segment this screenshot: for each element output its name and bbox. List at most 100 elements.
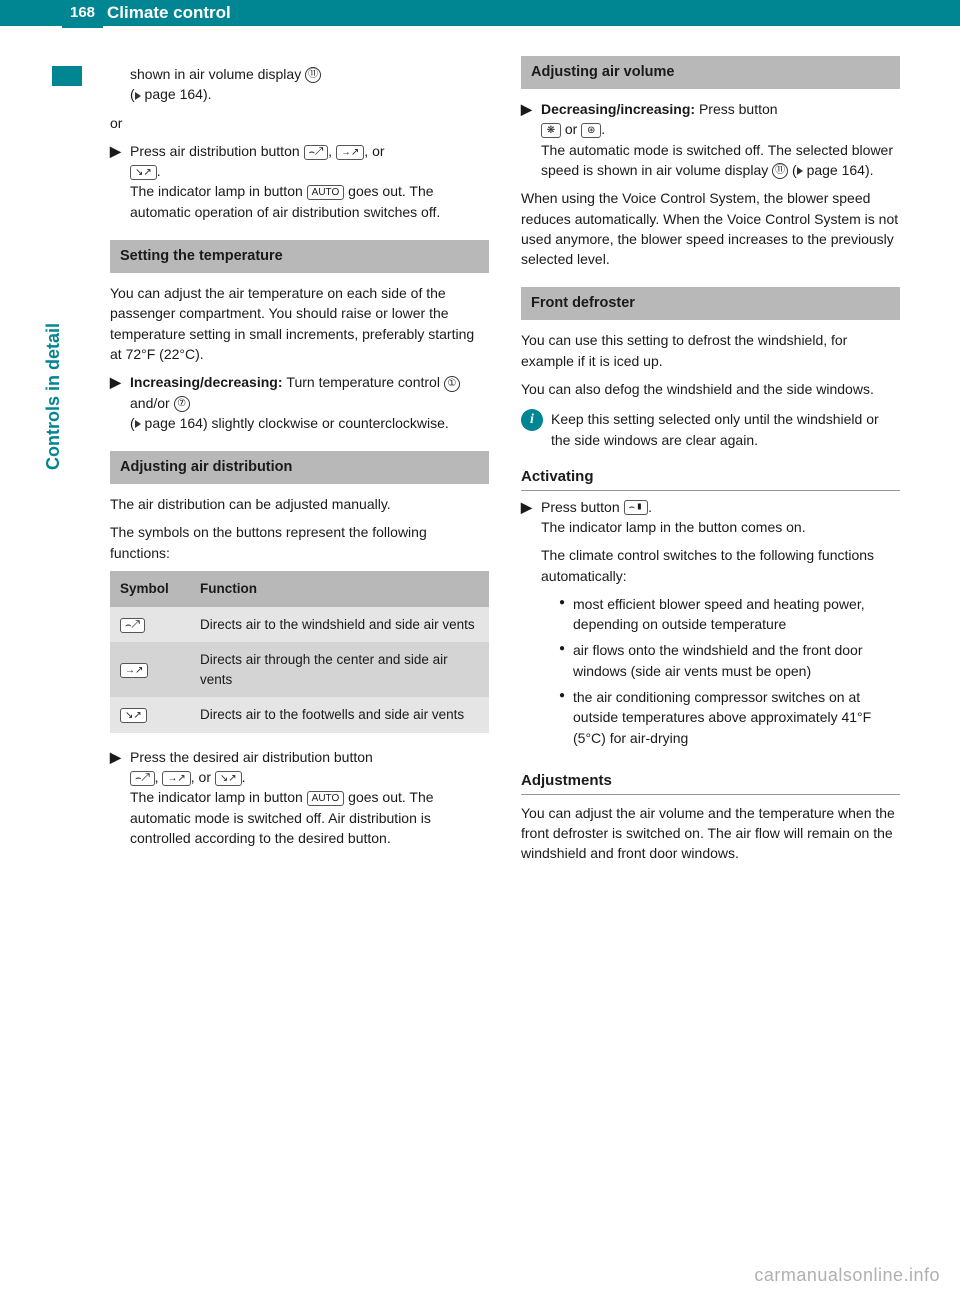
- text: The indicator lamp in button: [130, 789, 307, 805]
- text: ,: [155, 769, 163, 785]
- table-row: →↗ Directs air through the center and si…: [110, 642, 489, 697]
- text: page 164) slightly clockwise or counterc…: [141, 415, 449, 431]
- continuation-text: shown in air volume display ⑪ ( page 164…: [130, 64, 489, 105]
- bullet-icon: ●: [559, 687, 573, 748]
- adjustments-paragraph: You can adjust the air volume and the te…: [521, 803, 900, 864]
- cell-symbol: →↗: [110, 642, 190, 697]
- watermark: carmanualsonline.info: [754, 1262, 940, 1288]
- step-marker-icon: ▶: [521, 99, 541, 180]
- subheading-activating: Activating: [521, 466, 900, 491]
- step-marker-icon: ▶: [110, 372, 130, 433]
- step-body: Press button ⌢▮. The indicator lamp in t…: [541, 497, 900, 754]
- col-symbol: Symbol: [110, 571, 190, 607]
- step-activate: ▶ Press button ⌢▮. The indicator lamp in…: [521, 497, 900, 754]
- step-press-dist: ▶ Press air distribution button ⌢↗, →↗, …: [110, 141, 489, 222]
- defrost-paragraph-1: You can use this setting to defrost the …: [521, 330, 900, 371]
- table-row: ⌢↗ Directs air to the windshield and sid…: [110, 607, 489, 643]
- right-column: Adjusting air volume ▶ Decreasing/increa…: [521, 56, 900, 872]
- list-item: ●most efficient blower speed and heating…: [559, 594, 900, 635]
- text: The indicator lamp in the button comes o…: [541, 519, 806, 535]
- step-lead: Increasing/decreasing:: [130, 374, 286, 390]
- text: and/or: [130, 395, 174, 411]
- footwell-icon: ↘↗: [130, 165, 157, 180]
- heading-temperature: Setting the temperature: [110, 240, 489, 273]
- info-icon: i: [521, 409, 543, 431]
- center-vent-icon: →↗: [162, 771, 190, 786]
- bullet-text: the air conditioning compressor switches…: [573, 687, 900, 748]
- text: , or: [191, 769, 215, 785]
- page-title: Climate control: [103, 1, 231, 26]
- cell-symbol: ⌢↗: [110, 607, 190, 643]
- text: .: [601, 121, 605, 137]
- bullet-icon: ●: [559, 594, 573, 635]
- text: or: [561, 121, 581, 137]
- callout-7-icon: ⑦: [174, 396, 190, 412]
- text: .: [648, 499, 652, 515]
- or-text: or: [110, 113, 489, 133]
- text: , or: [364, 143, 384, 159]
- symbol-table: Symbol Function ⌢↗ Directs air to the wi…: [110, 571, 489, 733]
- voice-control-paragraph: When using the Voice Control System, the…: [521, 188, 900, 269]
- step-press-desired: ▶ Press the desired air distribution but…: [110, 747, 489, 848]
- left-column: shown in air volume display ⑪ ( page 164…: [110, 56, 489, 872]
- fan-up-icon: ⊛: [581, 123, 601, 138]
- content-columns: shown in air volume display ⑪ ( page 164…: [0, 26, 960, 902]
- text: page 164).: [141, 86, 212, 102]
- auto-button-icon: AUTO: [307, 791, 345, 806]
- center-vent-icon: →↗: [120, 663, 148, 678]
- text: .: [157, 163, 161, 179]
- info-note: i Keep this setting selected only until …: [521, 409, 900, 450]
- list-item: ●the air conditioning compressor switche…: [559, 687, 900, 748]
- callout-11-icon: ⑪: [772, 163, 788, 179]
- step-volume: ▶ Decreasing/increasing: Press button ❋ …: [521, 99, 900, 180]
- dist-paragraph-2: The symbols on the buttons represent the…: [110, 522, 489, 563]
- heading-distribution: Adjusting air distribution: [110, 451, 489, 484]
- footwell-icon: ↘↗: [120, 708, 147, 723]
- step-marker-icon: ▶: [521, 497, 541, 754]
- windshield-icon: ⌢↗: [120, 618, 145, 633]
- windshield-icon: ⌢↗: [304, 145, 329, 160]
- text: Press button: [699, 101, 778, 117]
- table-header-row: Symbol Function: [110, 571, 489, 607]
- center-vent-icon: →↗: [336, 145, 364, 160]
- step-lead: Decreasing/increasing:: [541, 101, 699, 117]
- cell-symbol: ↘↗: [110, 697, 190, 733]
- page-header: 168 Climate control: [0, 0, 960, 26]
- step-body: Press air distribution button ⌢↗, →↗, or…: [130, 141, 489, 222]
- cell-function: Directs air to the windshield and side a…: [190, 607, 489, 643]
- info-text: Keep this setting selected only until th…: [551, 409, 900, 450]
- text: ,: [328, 143, 336, 159]
- text: Turn temperature control: [286, 374, 443, 390]
- text: Press the desired air distribution butto…: [130, 749, 373, 765]
- side-label: Controls in detail: [40, 323, 66, 470]
- footwell-icon: ↘↗: [215, 771, 242, 786]
- step-temp: ▶ Increasing/decreasing: Turn temperatur…: [110, 372, 489, 433]
- page-number: 168: [62, 0, 103, 28]
- step-marker-icon: ▶: [110, 747, 130, 848]
- text: .: [242, 769, 246, 785]
- callout-1-icon: ①: [444, 376, 460, 392]
- text: The indicator lamp in button: [130, 183, 307, 199]
- defrost-paragraph-2: You can also defog the windshield and th…: [521, 379, 900, 399]
- subheading-adjustments: Adjustments: [521, 770, 900, 795]
- cell-function: Directs air to the footwells and side ai…: [190, 697, 489, 733]
- step-body: Decreasing/increasing: Press button ❋ or…: [541, 99, 900, 180]
- defrost-button-icon: ⌢▮: [624, 500, 649, 515]
- text: The climate control switches to the foll…: [541, 545, 900, 586]
- step-marker-icon: ▶: [110, 141, 130, 222]
- table-row: ↘↗ Directs air to the footwells and side…: [110, 697, 489, 733]
- text: Press button: [541, 499, 624, 515]
- heading-defroster: Front defroster: [521, 287, 900, 320]
- section-marker: [52, 66, 82, 86]
- bullet-text: air flows onto the windshield and the fr…: [573, 640, 900, 681]
- text: shown in air volume display: [130, 66, 305, 82]
- bullet-text: most efficient blower speed and heating …: [573, 594, 900, 635]
- bullet-icon: ●: [559, 640, 573, 681]
- list-item: ●air flows onto the windshield and the f…: [559, 640, 900, 681]
- step-body: Increasing/decreasing: Turn temperature …: [130, 372, 489, 433]
- callout-11-icon: ⑪: [305, 67, 321, 83]
- heading-volume: Adjusting air volume: [521, 56, 900, 89]
- text: page 164).: [803, 162, 874, 178]
- step-body: Press the desired air distribution butto…: [130, 747, 489, 848]
- windshield-icon: ⌢↗: [130, 771, 155, 786]
